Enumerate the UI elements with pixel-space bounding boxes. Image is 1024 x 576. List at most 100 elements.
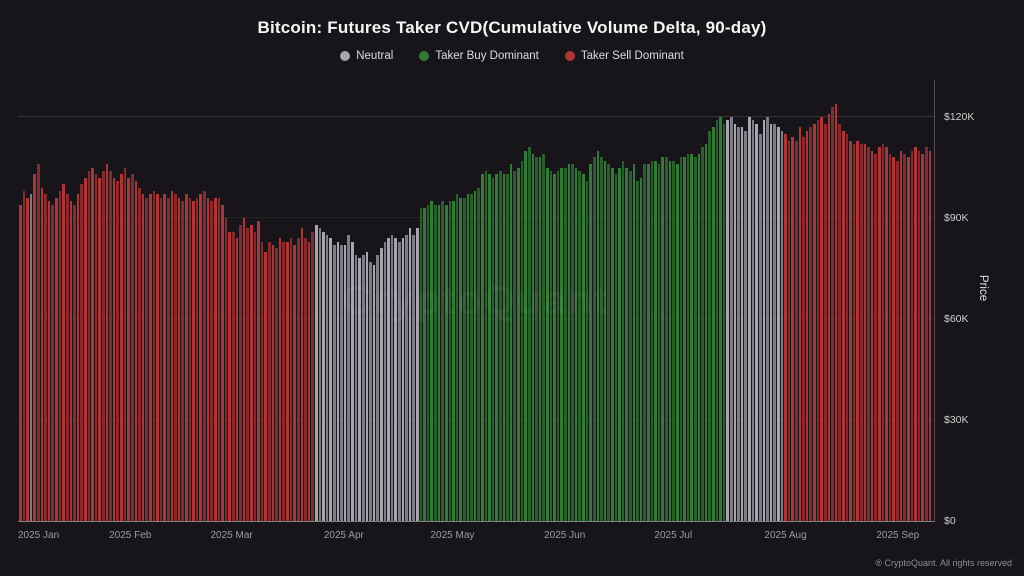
bar[interactable] — [607, 164, 610, 521]
bar[interactable] — [535, 157, 538, 521]
bar[interactable] — [668, 160, 672, 521]
bar[interactable] — [527, 147, 531, 521]
bar[interactable] — [268, 241, 271, 521]
bar[interactable] — [870, 150, 874, 521]
bar[interactable] — [336, 241, 340, 521]
bar[interactable] — [744, 130, 748, 521]
bar[interactable] — [123, 167, 127, 521]
bar[interactable] — [679, 157, 683, 521]
bar[interactable] — [820, 117, 823, 521]
bar[interactable] — [809, 127, 813, 521]
bar[interactable] — [910, 150, 914, 521]
bar[interactable] — [849, 140, 852, 521]
bar[interactable] — [322, 231, 325, 521]
bar[interactable] — [517, 167, 520, 521]
bar[interactable] — [401, 238, 405, 521]
bar[interactable] — [769, 123, 773, 521]
bar[interactable] — [58, 191, 62, 521]
legend-item-taker-sell[interactable]: Taker Sell Dominant — [564, 50, 684, 62]
bar[interactable] — [787, 140, 791, 521]
bar[interactable] — [314, 224, 318, 521]
bar[interactable] — [639, 177, 643, 521]
bar[interactable] — [733, 123, 737, 521]
bar[interactable] — [838, 123, 841, 521]
bar[interactable] — [22, 191, 26, 521]
bar[interactable] — [369, 261, 372, 521]
bar[interactable] — [148, 194, 152, 521]
bar[interactable] — [509, 164, 513, 521]
bar[interactable] — [333, 244, 336, 521]
bar[interactable] — [390, 234, 394, 521]
bar[interactable] — [29, 194, 33, 521]
bar[interactable] — [657, 164, 661, 521]
bar[interactable] — [462, 197, 466, 521]
bar[interactable] — [257, 221, 260, 521]
bar[interactable] — [499, 170, 502, 521]
bar[interactable] — [430, 201, 434, 521]
bar[interactable] — [278, 238, 282, 521]
bar[interactable] — [647, 164, 650, 521]
bar[interactable] — [40, 187, 44, 521]
bar[interactable] — [87, 170, 91, 521]
bar[interactable] — [76, 194, 80, 521]
bar[interactable] — [549, 170, 553, 521]
bar[interactable] — [545, 167, 549, 521]
bar[interactable] — [636, 181, 639, 521]
bar[interactable] — [766, 117, 769, 521]
bar[interactable] — [628, 170, 632, 521]
bar[interactable] — [325, 234, 329, 521]
bar[interactable] — [271, 244, 275, 521]
bar[interactable] — [98, 177, 102, 521]
bar[interactable] — [459, 197, 462, 521]
bar[interactable] — [506, 174, 509, 521]
bar[interactable] — [589, 164, 592, 521]
bar[interactable] — [859, 143, 863, 521]
bar[interactable] — [365, 251, 369, 521]
bar[interactable] — [722, 123, 726, 521]
bar[interactable] — [318, 228, 322, 521]
bar[interactable] — [892, 157, 896, 521]
bar[interactable] — [672, 160, 675, 521]
bar[interactable] — [408, 228, 412, 521]
bar[interactable] — [145, 197, 148, 521]
bar[interactable] — [730, 117, 733, 521]
bar[interactable] — [282, 241, 286, 521]
bar[interactable] — [253, 231, 257, 521]
bar[interactable] — [102, 170, 105, 521]
bar[interactable] — [231, 231, 235, 521]
bar[interactable] — [906, 157, 910, 521]
bar[interactable] — [802, 137, 805, 521]
bar[interactable] — [473, 191, 477, 521]
bar[interactable] — [852, 143, 856, 521]
bar[interactable] — [477, 187, 480, 521]
bar[interactable] — [300, 228, 304, 521]
bar[interactable] — [192, 201, 195, 521]
bar[interactable] — [213, 197, 217, 521]
bar[interactable] — [928, 150, 932, 521]
bar[interactable] — [567, 164, 571, 521]
bar[interactable] — [618, 167, 621, 521]
bar[interactable] — [354, 255, 358, 521]
legend-item-taker-buy[interactable]: Taker Buy Dominant — [419, 50, 539, 62]
bar[interactable] — [675, 164, 679, 521]
bar[interactable] — [394, 238, 397, 521]
bar[interactable] — [376, 255, 379, 521]
bar[interactable] — [708, 130, 711, 521]
bar[interactable] — [665, 157, 668, 521]
bar[interactable] — [397, 241, 401, 521]
bar[interactable] — [881, 143, 885, 521]
bar[interactable] — [293, 244, 296, 521]
bar[interactable] — [740, 127, 744, 521]
bar[interactable] — [795, 140, 798, 521]
bar[interactable] — [177, 197, 181, 521]
bar[interactable] — [152, 191, 156, 521]
bar[interactable] — [921, 154, 924, 521]
bar[interactable] — [412, 234, 416, 521]
bar[interactable] — [610, 167, 614, 521]
bar[interactable] — [343, 244, 347, 521]
bar[interactable] — [481, 174, 484, 521]
bar[interactable] — [437, 204, 441, 521]
bar[interactable] — [553, 174, 556, 521]
bar[interactable] — [329, 238, 333, 521]
bar[interactable] — [827, 113, 831, 521]
